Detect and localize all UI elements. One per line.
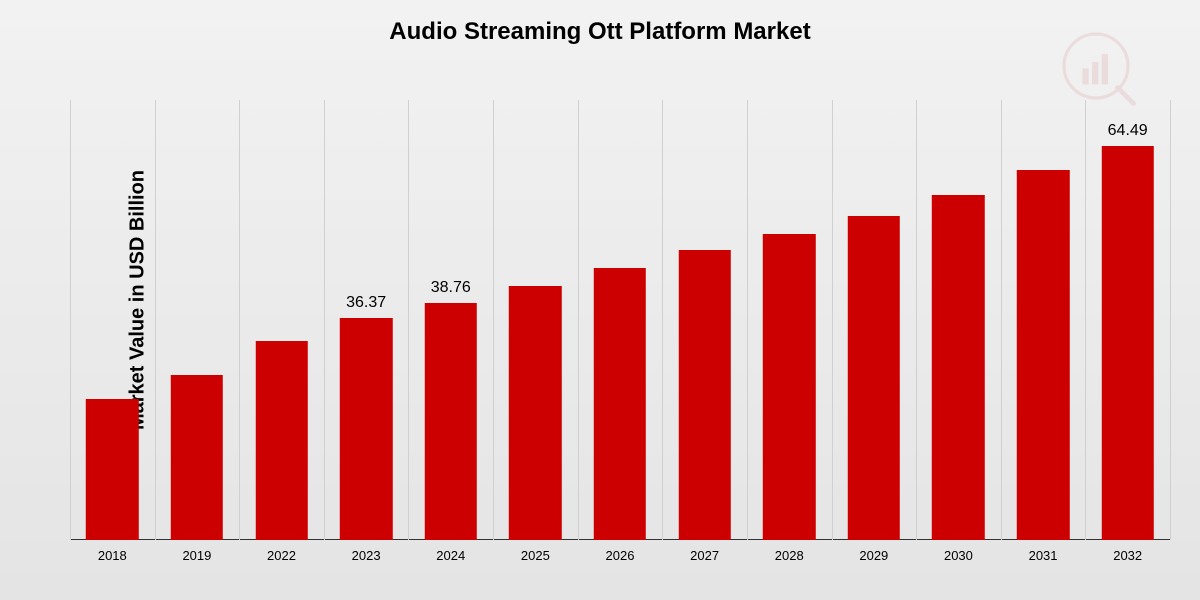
x-tick-label: 2029 [859, 540, 888, 563]
bar-slot: 36.372023 [324, 100, 409, 540]
bar [509, 286, 561, 540]
chart-plot-area: 20182019202236.37202338.7620242025202620… [70, 100, 1170, 540]
bar-value-label: 36.37 [346, 294, 386, 312]
bar-slot: 2025 [493, 100, 578, 540]
bar-slot: 2019 [155, 100, 240, 540]
bar-slot: 2018 [70, 100, 155, 540]
x-tick-label: 2032 [1113, 540, 1142, 563]
grid-line [1170, 100, 1171, 540]
bar [594, 268, 646, 540]
bar-slot: 64.492032 [1085, 100, 1170, 540]
bar-slot: 2028 [747, 100, 832, 540]
bar [86, 399, 138, 540]
x-tick-label: 2018 [98, 540, 127, 563]
x-tick-label: 2026 [606, 540, 635, 563]
bar-slot: 2031 [1001, 100, 1086, 540]
bar [848, 216, 900, 540]
bar [1101, 146, 1153, 540]
bar [171, 375, 223, 540]
bar [255, 341, 307, 540]
bar [678, 250, 730, 540]
x-tick-label: 2022 [267, 540, 296, 563]
x-tick-label: 2027 [690, 540, 719, 563]
bar [340, 318, 392, 540]
bar-slot: 2029 [832, 100, 917, 540]
bar [763, 234, 815, 540]
x-tick-label: 2025 [521, 540, 550, 563]
x-tick-label: 2023 [352, 540, 381, 563]
bar-slot: 38.762024 [408, 100, 493, 540]
x-tick-label: 2019 [182, 540, 211, 563]
bar-value-label: 64.49 [1108, 122, 1148, 140]
x-tick-label: 2030 [944, 540, 973, 563]
bar [932, 195, 984, 540]
x-tick-label: 2028 [775, 540, 804, 563]
chart-title: Audio Streaming Ott Platform Market [0, 18, 1200, 46]
bar-slot: 2027 [662, 100, 747, 540]
logo-watermark-icon [1060, 30, 1140, 110]
x-tick-label: 2024 [436, 540, 465, 563]
x-tick-label: 2031 [1029, 540, 1058, 563]
bar-slot: 2026 [578, 100, 663, 540]
bar-slot: 2022 [239, 100, 324, 540]
bar-slot: 2030 [916, 100, 1001, 540]
bar [1017, 170, 1069, 540]
bar-value-label: 38.76 [431, 279, 471, 297]
bar [425, 303, 477, 540]
